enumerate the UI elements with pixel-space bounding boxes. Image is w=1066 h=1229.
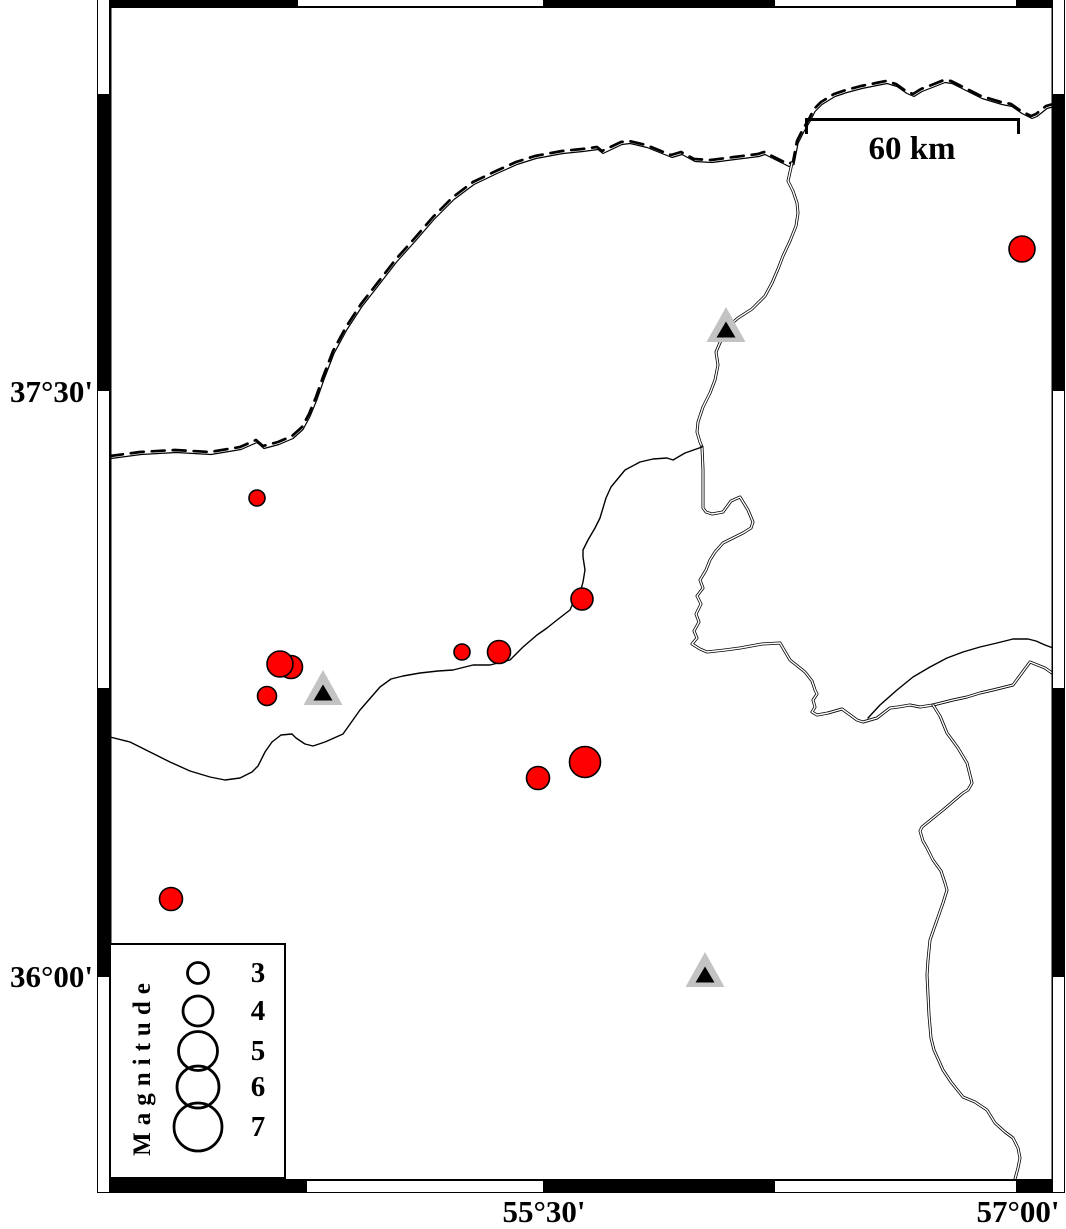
frame-tick-segment — [98, 687, 109, 977]
frame-tick-segment — [542, 0, 775, 6]
legend-magnitude-circle — [172, 1101, 224, 1153]
station-triangle-inner-icon — [716, 321, 736, 338]
earthquake-marker — [486, 639, 512, 665]
earthquake-marker — [570, 587, 594, 611]
earthquake-marker — [1008, 235, 1036, 263]
earthquake-marker — [256, 685, 278, 707]
earthquake-marker — [248, 489, 266, 507]
earthquake-marker — [525, 765, 551, 791]
border-zigzag-east-core — [691, 446, 1053, 723]
coastline-west — [109, 446, 703, 781]
station-triangle-inner-icon — [695, 966, 715, 983]
border-north-south-core — [696, 162, 799, 448]
frame-tick-segment — [1053, 687, 1064, 977]
scale-bar-line — [805, 118, 1020, 121]
river-southeast-core — [919, 704, 1021, 1180]
map-frame-bottom — [97, 1180, 1065, 1193]
latitude-label-37-30: 37°30' — [9, 374, 93, 409]
map-frame-left — [97, 0, 110, 1193]
scale-bar-right-tick — [1017, 118, 1020, 134]
earthquake-marker — [158, 886, 184, 912]
border-north-south — [695, 161, 800, 449]
frame-tick-segment — [98, 93, 109, 391]
frame-tick-segment — [109, 1181, 307, 1192]
legend-title: Magnitude — [129, 976, 156, 1156]
scale-bar-left-tick — [805, 118, 808, 134]
frame-tick-segment — [1053, 93, 1064, 391]
legend-symbols: 3 4 5 6 7 — [172, 957, 266, 1153]
legend-magnitude-value: 7 — [251, 1111, 266, 1143]
latitude-label-36-00: 36°00' — [9, 959, 93, 994]
frame-tick-segment — [1015, 0, 1053, 6]
legend-magnitude-value: 5 — [251, 1035, 266, 1067]
frame-tick-segment — [109, 0, 298, 6]
earthquake-marker — [453, 643, 471, 661]
earthquake-marker — [568, 745, 602, 779]
border-caspian-dashed — [108, 78, 1055, 458]
legend-magnitude-value: 4 — [251, 995, 266, 1027]
earthquake-marker — [266, 650, 294, 678]
scale-bar-label: 60 km — [868, 131, 956, 167]
map-frame-top — [97, 0, 1065, 7]
longitude-label-55-30: 55°30' — [502, 1194, 586, 1229]
legend-magnitude-circle — [186, 961, 210, 985]
legend-magnitude-circle — [181, 994, 215, 1028]
border-zigzag-east — [690, 445, 1054, 724]
station-triangle-inner-icon — [313, 684, 333, 701]
legend-magnitude-circle — [177, 1030, 219, 1072]
ridge-line — [867, 638, 1054, 719]
longitude-label-57-00: 57°00' — [976, 1194, 1060, 1229]
frame-tick-segment — [542, 1181, 775, 1192]
frame-tick-segment — [1015, 1181, 1053, 1192]
map-frame-right — [1052, 0, 1065, 1193]
magnitude-legend: 3 4 5 6 7 Magnitude — [109, 943, 286, 1179]
legend-magnitude-value: 3 — [251, 957, 266, 989]
legend-magnitude-value: 6 — [251, 1071, 266, 1103]
legend-magnitude-circle — [175, 1064, 221, 1110]
coastline-caspian-solid — [110, 81, 1055, 460]
